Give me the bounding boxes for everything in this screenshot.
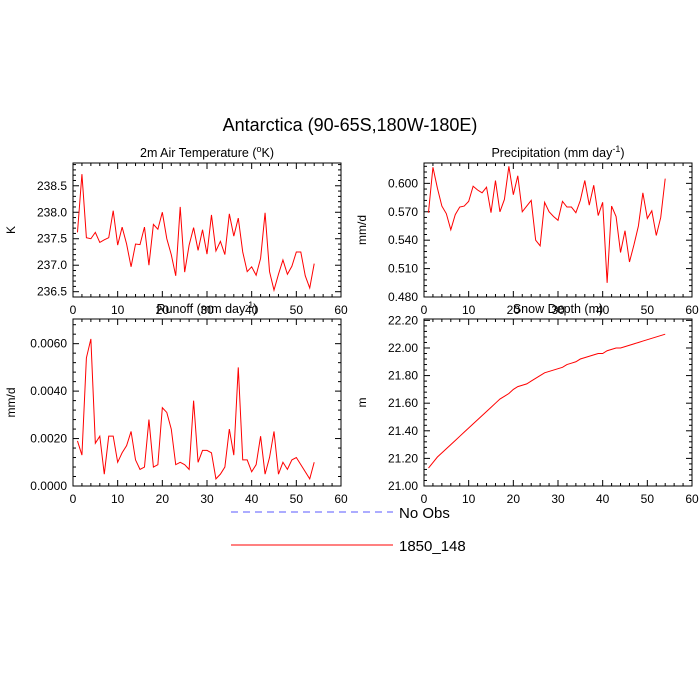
- x-tick-label: 50: [641, 492, 655, 506]
- figure-title: Antarctica (90-65S,180W-180E): [223, 115, 478, 135]
- x-tick-label: 50: [290, 303, 304, 317]
- panel-title: Runoff (mm day-1): [157, 300, 258, 316]
- panel-title-superscript: -1: [612, 144, 620, 154]
- y-tick-label: 0.480: [388, 290, 418, 304]
- panel-title: 2m Air Temperature (oK): [140, 144, 274, 160]
- x-tick-label: 30: [200, 303, 214, 317]
- y-tick-label: 0.600: [388, 176, 418, 190]
- y-axis-label: K: [4, 226, 18, 234]
- panel-title: Snow Depth (m): [513, 302, 603, 316]
- panel-snow-depth: Snow Depth (m) m 0 10 20 30 40 50 60 21.00 21.20 21…: [355, 302, 699, 506]
- x-tick-label: 0: [70, 303, 77, 317]
- y-axis-label: m: [355, 398, 369, 408]
- panel-title-superscript: o: [256, 144, 261, 154]
- y-tick-label: 238.5: [37, 179, 67, 193]
- y-tick-label: 0.0000: [30, 479, 67, 493]
- plot-frame: [423, 162, 693, 298]
- panel-air-temperature: 2m Air Temperature (oK) K 0 10 20 30 40 50 60 236…: [4, 144, 348, 317]
- y-tick-label: 0.570: [388, 205, 418, 219]
- x-tick-label: 40: [596, 492, 610, 506]
- y-tick-label: 21.40: [388, 424, 418, 438]
- series-line: [427, 166, 666, 283]
- x-tick-label: 60: [685, 303, 699, 317]
- x-tick-label: 10: [111, 492, 125, 506]
- x-tick-label: 60: [334, 492, 348, 506]
- panel-title-main: Snow Depth (m): [513, 302, 603, 316]
- x-tick-label: 10: [462, 492, 476, 506]
- series-line: [428, 333, 666, 469]
- x-tick-label: 0: [70, 492, 77, 506]
- plot-frame: [72, 318, 342, 487]
- y-tick-label: 0.540: [388, 233, 418, 247]
- x-tick-label: 20: [156, 492, 170, 506]
- y-tick-label: 237.0: [37, 258, 67, 272]
- x-tick-label: 60: [334, 303, 348, 317]
- x-tick-label: 60: [685, 492, 699, 506]
- panel-precipitation: Precipitation (mm day-1) mm/d 0 10 20 30 40 50 6…: [355, 144, 699, 317]
- panel-title-superscript: -1: [245, 300, 253, 310]
- legend: No Obs 1850_148: [231, 505, 466, 555]
- x-tick-label: 50: [290, 492, 304, 506]
- x-tick-label: 50: [641, 303, 655, 317]
- y-tick-label: 21.80: [388, 369, 418, 383]
- x-tick-label: 40: [245, 303, 259, 317]
- y-axis-label: mm/d: [355, 215, 369, 245]
- series-line: [76, 174, 315, 293]
- x-tick-label: 10: [462, 303, 476, 317]
- legend-label-no-obs: No Obs: [399, 505, 450, 522]
- y-tick-label: 22.20: [388, 313, 418, 327]
- x-tick-label: 30: [551, 303, 565, 317]
- y-tick-label: 21.60: [388, 396, 418, 410]
- y-tick-label: 0.510: [388, 262, 418, 276]
- series-line: [76, 338, 315, 481]
- x-tick-label: 20: [507, 303, 521, 317]
- y-tick-label: 0.0020: [30, 432, 67, 446]
- x-tick-label: 20: [156, 303, 170, 317]
- y-tick-label: 0.0060: [30, 337, 67, 351]
- y-tick-label: 0.0040: [30, 384, 67, 398]
- x-tick-label: 0: [421, 492, 428, 506]
- y-tick-label: 238.0: [37, 205, 67, 219]
- y-tick-label: 237.5: [37, 232, 67, 246]
- x-tick-label: 0: [421, 303, 428, 317]
- x-tick-label: 40: [245, 492, 259, 506]
- panel-title-suffix: ): [620, 146, 624, 160]
- plot-frame: [423, 318, 693, 487]
- panel-title-suffix: K): [262, 146, 275, 160]
- panel-title-main: Runoff (mm day: [157, 302, 246, 316]
- panel-title-main: Precipitation (mm day: [491, 146, 613, 160]
- x-tick-label: 20: [507, 492, 521, 506]
- x-tick-label: 10: [111, 303, 125, 317]
- plot-frame: [72, 162, 342, 298]
- panel-runoff: Runoff (mm day-1) mm/d 0 10 20 30 40 50 60 0.0000…: [4, 300, 348, 506]
- y-tick-label: 22.00: [388, 341, 418, 355]
- x-tick-label: 30: [200, 492, 214, 506]
- x-tick-label: 30: [551, 492, 565, 506]
- panel-title-suffix: ): [253, 302, 257, 316]
- y-axis-label: mm/d: [4, 388, 18, 418]
- legend-label-1850-148: 1850_148: [399, 538, 466, 555]
- y-tick-label: 236.5: [37, 285, 67, 299]
- y-tick-label: 21.20: [388, 451, 418, 465]
- panel-title-main: 2m Air Temperature (: [140, 146, 257, 160]
- x-tick-label: 40: [596, 303, 610, 317]
- panel-title: Precipitation (mm day-1): [491, 144, 624, 160]
- y-tick-label: 21.00: [388, 479, 418, 493]
- panels: 2m Air Temperature (oK) K 0 10 20 30 40 50 60 236…: [4, 144, 699, 506]
